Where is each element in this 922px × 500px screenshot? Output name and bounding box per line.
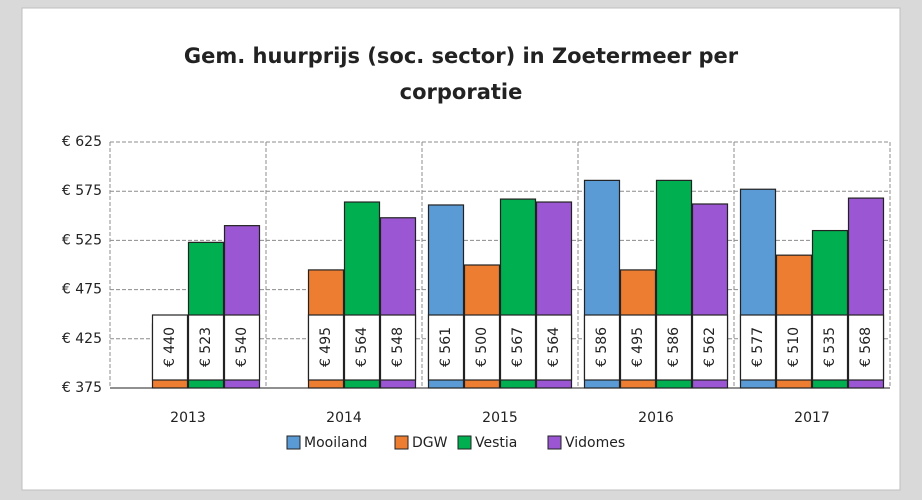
- legend-swatch: [547, 435, 562, 450]
- data-label: € 564: [546, 327, 562, 367]
- data-label: € 562: [702, 327, 718, 367]
- legend-swatch: [286, 435, 301, 450]
- data-label: € 564: [354, 327, 370, 367]
- data-label-box: [499, 314, 537, 381]
- data-label-box: [775, 314, 813, 381]
- y-tick-label: € 475: [62, 282, 102, 298]
- x-tick-label: 2015: [482, 410, 518, 426]
- data-label-box: [223, 314, 261, 381]
- data-label: € 523: [198, 327, 214, 367]
- legend-swatch: [394, 435, 409, 450]
- data-label: € 540: [234, 327, 250, 367]
- data-label-box: [619, 314, 657, 381]
- data-label-box: [655, 314, 693, 381]
- data-label-box: [583, 314, 621, 381]
- y-tick-label: € 525: [62, 232, 102, 248]
- data-label-box: [343, 314, 381, 381]
- data-label-box: [427, 314, 465, 381]
- data-label-box: [739, 314, 777, 381]
- x-tick-label: 2014: [326, 410, 362, 426]
- legend-label: Mooiland: [304, 435, 367, 451]
- data-label: € 586: [666, 327, 682, 367]
- data-label-box: [691, 314, 729, 381]
- data-label: € 510: [786, 327, 802, 367]
- data-label: € 561: [438, 327, 454, 367]
- y-tick-label: € 575: [62, 183, 102, 199]
- data-label-box: [463, 314, 501, 381]
- data-label: € 567: [510, 327, 526, 367]
- data-label: € 586: [594, 327, 610, 367]
- legend-label: Vidomes: [565, 435, 625, 451]
- y-tick-label: € 425: [62, 331, 102, 347]
- y-tick-label: € 375: [62, 380, 102, 396]
- data-label-box: [379, 314, 417, 381]
- data-label: € 577: [750, 327, 766, 367]
- x-tick-label: 2017: [794, 410, 830, 426]
- y-tick-label: € 625: [62, 134, 102, 150]
- data-label-box: [187, 314, 225, 381]
- data-label: € 568: [858, 327, 874, 367]
- data-label-box: [535, 314, 573, 381]
- legend-label: DGW: [412, 435, 448, 451]
- chart-title: Gem. huurprijs (soc. sector) in Zoeterme…: [183, 44, 739, 104]
- data-label: € 535: [822, 327, 838, 367]
- data-label: € 440: [162, 327, 178, 367]
- x-tick-label: 2016: [638, 410, 674, 426]
- data-label-box: [307, 314, 345, 381]
- data-label-box: [847, 314, 885, 381]
- x-tick-label: 2013: [170, 410, 206, 426]
- data-label: € 495: [318, 327, 334, 367]
- data-label-box: [151, 314, 189, 381]
- legend-swatch: [457, 435, 472, 450]
- data-label: € 548: [390, 327, 406, 367]
- data-label-box: [811, 314, 849, 381]
- data-label: € 495: [630, 327, 646, 367]
- legend-label: Vestia: [475, 435, 517, 451]
- data-label: € 500: [474, 327, 490, 367]
